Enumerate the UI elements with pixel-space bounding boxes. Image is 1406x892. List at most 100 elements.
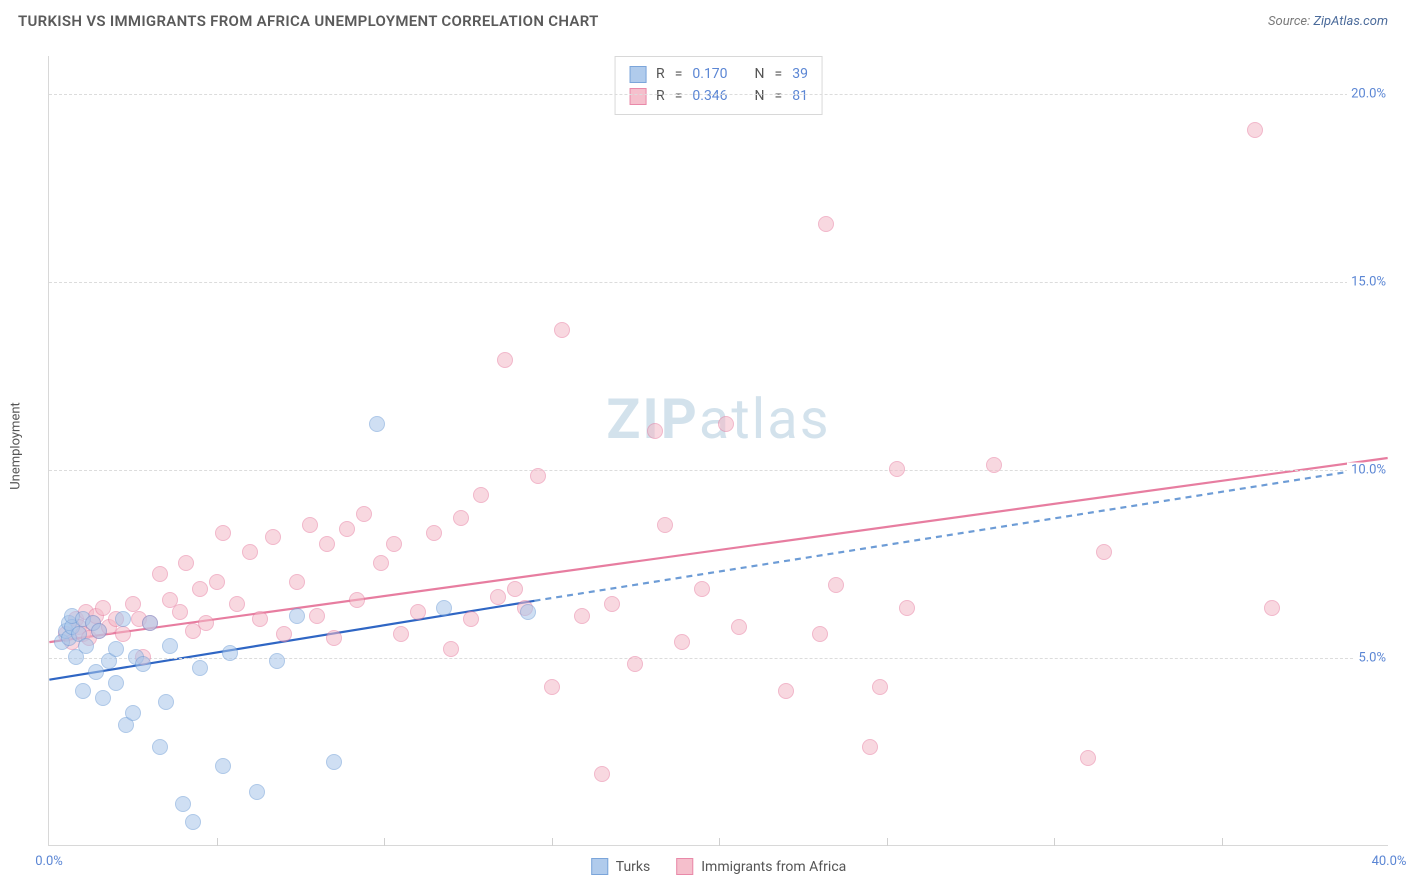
x-tick-label: 40.0% <box>1372 854 1406 869</box>
stats-row-africa: R = 0.346 N = 81 <box>629 85 808 107</box>
swatch-turks <box>629 66 646 83</box>
data-point-turks <box>249 784 265 800</box>
data-point-africa <box>443 641 459 657</box>
data-point-africa <box>731 619 747 635</box>
y-tick-label: 10.0% <box>1347 462 1390 477</box>
data-point-africa <box>490 589 506 605</box>
data-point-turks <box>326 754 342 770</box>
legend-item-turks: Turks <box>591 858 651 875</box>
data-point-africa <box>192 581 208 597</box>
n-value-africa: 81 <box>792 85 808 107</box>
data-point-africa <box>778 683 794 699</box>
x-tick-label: 0.0% <box>35 854 63 869</box>
data-point-turks <box>185 814 201 830</box>
data-point-africa <box>473 487 489 503</box>
data-point-africa <box>507 581 523 597</box>
data-point-africa <box>862 739 878 755</box>
data-point-turks <box>142 615 158 631</box>
data-point-turks <box>175 796 191 812</box>
data-point-turks <box>91 623 107 639</box>
data-point-africa <box>828 577 844 593</box>
chart-title: TURKISH VS IMMIGRANTS FROM AFRICA UNEMPL… <box>18 12 599 30</box>
data-point-africa <box>718 416 734 432</box>
data-point-africa <box>125 596 141 612</box>
data-point-africa <box>309 608 325 624</box>
legend-label-turks: Turks <box>616 859 651 875</box>
data-point-africa <box>627 656 643 672</box>
stats-legend-box: R = 0.170 N = 39 R = 0.346 N = 81 <box>614 56 823 115</box>
chart-header: TURKISH VS IMMIGRANTS FROM AFRICA UNEMPL… <box>0 0 1406 38</box>
source-label: Source: <box>1268 14 1310 29</box>
gridline-h <box>49 658 1388 659</box>
data-point-africa <box>694 581 710 597</box>
data-point-turks <box>158 694 174 710</box>
data-point-africa <box>95 600 111 616</box>
data-point-turks <box>289 608 305 624</box>
data-point-turks <box>135 656 151 672</box>
data-point-turks <box>192 660 208 676</box>
data-point-africa <box>1096 544 1112 560</box>
data-point-africa <box>326 630 342 646</box>
data-point-africa <box>530 468 546 484</box>
x-tick-mark <box>552 838 553 846</box>
trend-lines <box>49 56 1388 845</box>
r-value-turks: 0.170 <box>692 63 727 85</box>
data-point-turks <box>369 416 385 432</box>
y-axis-label: Unemployment <box>9 402 24 490</box>
data-point-turks <box>162 638 178 654</box>
data-point-africa <box>178 555 194 571</box>
data-point-africa <box>899 600 915 616</box>
x-tick-mark <box>384 838 385 846</box>
legend-label-africa: Immigrants from Africa <box>701 859 846 875</box>
x-tick-mark <box>1054 838 1055 846</box>
data-point-africa <box>393 626 409 642</box>
data-point-africa <box>889 461 905 477</box>
data-point-turks <box>75 683 91 699</box>
x-tick-mark <box>719 838 720 846</box>
source-link[interactable]: ZipAtlas.com <box>1313 14 1388 29</box>
data-point-africa <box>554 322 570 338</box>
y-tick-label: 5.0% <box>1354 650 1390 665</box>
data-point-africa <box>152 566 168 582</box>
data-point-africa <box>657 517 673 533</box>
data-point-turks <box>152 739 168 755</box>
data-point-africa <box>373 555 389 571</box>
gridline-h <box>49 282 1388 283</box>
plot-area: ZIPatlas R = 0.170 N = 39 R = 0.346 N = … <box>48 56 1388 846</box>
data-point-africa <box>215 525 231 541</box>
data-point-turks <box>108 675 124 691</box>
data-point-africa <box>453 510 469 526</box>
data-point-africa <box>1247 122 1263 138</box>
y-tick-label: 20.0% <box>1347 86 1390 101</box>
data-point-turks <box>95 690 111 706</box>
data-point-africa <box>574 608 590 624</box>
data-point-turks <box>215 758 231 774</box>
data-point-africa <box>276 626 292 642</box>
swatch-turks-icon <box>591 858 608 875</box>
data-point-africa <box>209 574 225 590</box>
data-point-turks <box>436 600 452 616</box>
data-point-africa <box>818 216 834 232</box>
data-point-turks <box>269 653 285 669</box>
data-point-africa <box>497 352 513 368</box>
data-point-africa <box>252 611 268 627</box>
data-point-africa <box>319 536 335 552</box>
data-point-africa <box>544 679 560 695</box>
legend-item-africa: Immigrants from Africa <box>676 858 846 875</box>
data-point-turks <box>88 664 104 680</box>
x-tick-mark <box>887 838 888 846</box>
data-point-africa <box>812 626 828 642</box>
data-point-africa <box>302 517 318 533</box>
y-tick-label: 15.0% <box>1347 274 1390 289</box>
data-point-africa <box>1264 600 1280 616</box>
data-point-africa <box>198 615 214 631</box>
data-point-africa <box>242 544 258 560</box>
data-point-africa <box>594 766 610 782</box>
source-attribution: Source: ZipAtlas.com <box>1268 14 1388 29</box>
data-point-africa <box>115 626 131 642</box>
gridline-h <box>49 94 1388 95</box>
data-point-turks <box>108 641 124 657</box>
data-point-turks <box>222 645 238 661</box>
data-point-africa <box>1080 750 1096 766</box>
data-point-africa <box>463 611 479 627</box>
